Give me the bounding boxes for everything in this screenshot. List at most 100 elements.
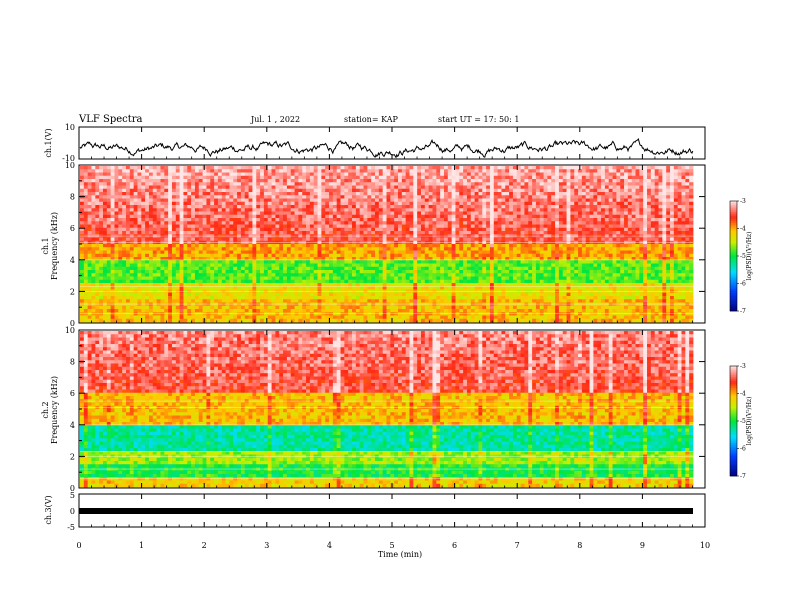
ch1-spectrogram-cell: [260, 250, 265, 255]
ch1-spectrogram-cell: [397, 211, 403, 216]
ch1-spectrogram-cell: [110, 182, 115, 186]
ch1-spectrogram-cell: [237, 257, 242, 261]
ch1-spectrogram-cell: [160, 211, 165, 216]
ch1-spectrogram-cell: [290, 179, 295, 183]
ch1-spectrogram-cell: [313, 211, 318, 216]
ch1-spectrogram-cell: [578, 198, 583, 203]
ch1-spectrogram-cell: [317, 211, 322, 216]
ch1-spectrogram-cell: [367, 244, 372, 248]
ch1-spectrogram-cell: [440, 224, 445, 229]
ch1-spectrogram-cell: [413, 188, 418, 193]
ch1-spectrogram-cell: [275, 208, 280, 212]
ch1-spectrogram-cell: [375, 234, 380, 238]
ch1-spectrogram-cell: [486, 240, 491, 245]
ch1-spectrogram-cell: [175, 185, 181, 190]
ch1-spectrogram-cell: [191, 253, 196, 258]
ch1-spectrogram-cell: [237, 263, 242, 268]
ch1-spectrogram-cell: [95, 211, 100, 216]
ch1-spectrogram-cell: [627, 169, 633, 173]
ch1-spectrogram-cell: [290, 257, 295, 261]
ch1-spectrogram-cell: [80, 198, 85, 203]
ch1-spectrogram-cell: [233, 218, 238, 222]
ch1-spectrogram-cell: [451, 208, 456, 212]
ch1-spectrogram-cell: [378, 179, 384, 183]
ch1-spectrogram-cell: [520, 260, 525, 264]
ch1-spectrogram-cell: [171, 195, 177, 199]
ch1-spectrogram-cell: [156, 218, 161, 222]
ch1-spectrogram-cell: [217, 175, 223, 180]
ch1-spectrogram-cell: [164, 266, 169, 271]
ch1-spectrogram-cell: [463, 192, 468, 196]
ch1-spectrogram-cell: [317, 227, 322, 232]
ch1-spectrogram-cell: [440, 208, 445, 212]
ch1-spectrogram-cell: [424, 221, 430, 225]
ch1-spectrogram-cell: [168, 227, 173, 232]
ch1-spectrogram-cell: [501, 237, 506, 242]
ch1-spectrogram-cell: [183, 214, 188, 219]
ch1-spectrogram-cell: [137, 198, 142, 203]
ch1-spectrogram-cell: [639, 169, 644, 173]
ch1-spectrogram-cell: [585, 234, 590, 238]
ch1-spectrogram-cell: [612, 211, 617, 216]
ch1-spectrogram-cell: [470, 192, 476, 196]
ch1-spectrogram-cell: [417, 260, 422, 264]
ch1-spectrogram-cell: [428, 188, 433, 193]
ch1-spectrogram-cell: [252, 175, 257, 180]
ch1-spectrogram-cell: [440, 257, 445, 261]
ch1-spectrogram-cell: [382, 205, 387, 209]
ch1-spectrogram-cell: [202, 172, 207, 177]
ch1-spectrogram-cell: [99, 218, 104, 222]
ch1-spectrogram-cell: [129, 266, 135, 271]
ch1-spectrogram-cell: [279, 172, 284, 177]
ch1-spectrogram-cell: [505, 182, 510, 186]
ch1-spectrogram-cell: [581, 260, 587, 264]
ch1-spectrogram-cell: [440, 263, 445, 268]
ch1-spectrogram-cell: [650, 179, 656, 183]
ch1-spectrogram-cell: [647, 169, 652, 173]
ch1-spectrogram-cell: [271, 257, 276, 261]
ch1-spectrogram-cell: [106, 250, 112, 255]
ch1-spectrogram-cell: [252, 185, 257, 190]
ch1-spectrogram-cell: [306, 244, 311, 248]
ch1-spectrogram-cell: [478, 218, 483, 222]
ch1-spectrogram-cell: [459, 247, 464, 251]
ch1-spectrogram-cell: [501, 172, 506, 177]
ch1-spectrogram-cell: [252, 231, 257, 235]
ch1-spectrogram-cell: [455, 247, 460, 251]
ch1-spectrogram-cell: [168, 257, 173, 261]
ch1-spectrogram-cell: [428, 172, 433, 177]
ch1-spectrogram-cell: [355, 172, 361, 177]
ch1-spectrogram-cell: [198, 188, 203, 193]
ch1-spectrogram-cell: [620, 227, 625, 232]
ch1-spectrogram-cell: [470, 234, 476, 238]
ch1-spectrogram-cell: [317, 172, 322, 177]
ch1-spectrogram-cell: [256, 237, 261, 242]
ch1-spectrogram-cell: [340, 175, 345, 180]
ch1-spectrogram-cell: [417, 237, 422, 242]
ch1-spectrogram-cell: [118, 166, 123, 170]
ch1-spectrogram-cell: [191, 214, 196, 219]
ch1-spectrogram-cell: [585, 237, 590, 242]
ch1-spectrogram-cell: [317, 224, 322, 229]
ch1-spectrogram-cell: [359, 263, 364, 268]
ch1-spectrogram-cell: [650, 247, 656, 251]
ch1-spectrogram-cell: [677, 185, 682, 190]
ch1-spectrogram-cell: [497, 214, 502, 219]
ch1-spectrogram-cell: [359, 195, 364, 199]
ch1-spectrogram-cell: [294, 253, 299, 258]
ch1-spectrogram-cell: [397, 175, 403, 180]
ch1-spectrogram-cell: [321, 188, 326, 193]
ch1-spectrogram-cell: [440, 221, 445, 225]
ch1-spectrogram-cell: [348, 211, 353, 216]
ch1-spectrogram-cell: [321, 166, 326, 170]
ch1-spectrogram-cell: [635, 218, 640, 222]
ch1-spectrogram-cell: [225, 214, 230, 219]
ch1-spectrogram-cell: [302, 175, 307, 180]
ch1-spectrogram-cell: [589, 182, 594, 186]
ch1-spectrogram-cell: [524, 201, 529, 206]
ch1-spectrogram-cell: [689, 179, 694, 183]
ch1-spectrogram-cell: [443, 227, 449, 232]
ch1-spectrogram-cell: [313, 208, 318, 212]
ch1-spectrogram-cell: [378, 185, 384, 190]
ch1-spectrogram-cell: [401, 257, 407, 261]
